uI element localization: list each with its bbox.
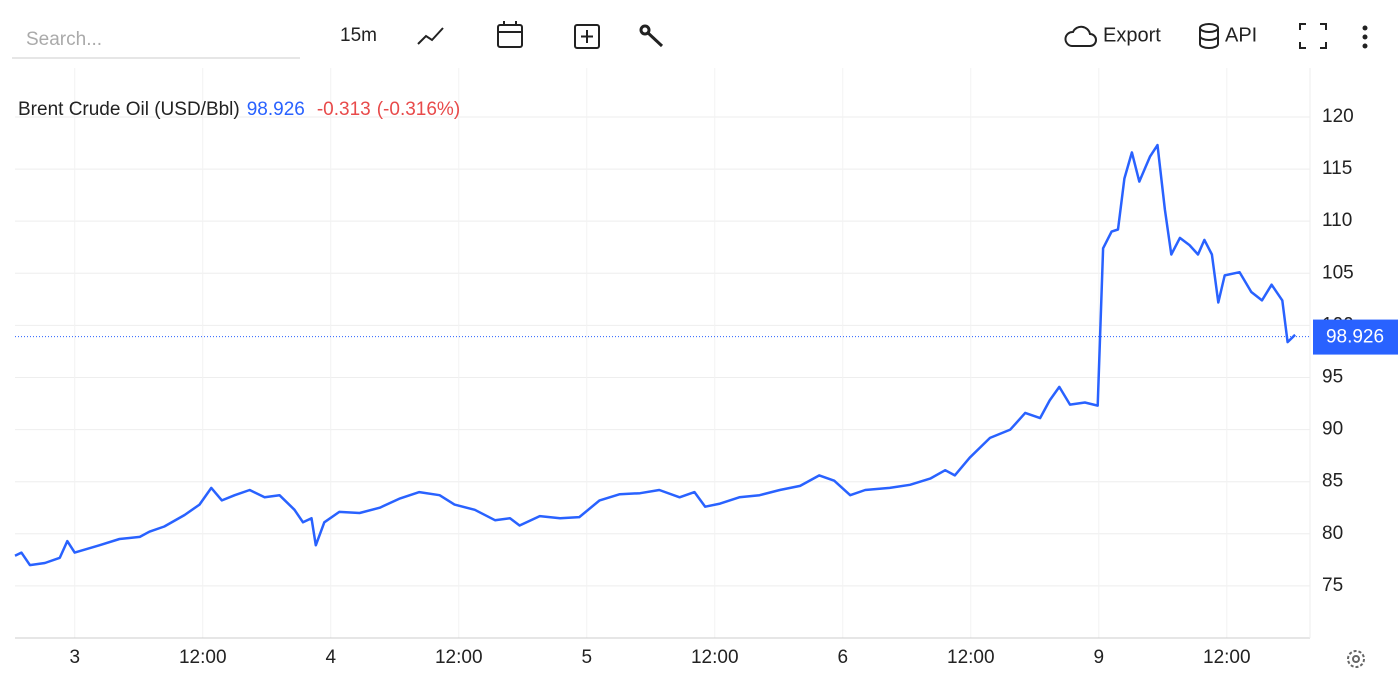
api-button[interactable]: API (1199, 23, 1257, 49)
y-tick-label: 110 (1322, 210, 1352, 231)
cloud-icon (1064, 25, 1097, 47)
menu-icon[interactable] (1362, 25, 1368, 49)
calendar-icon[interactable] (497, 21, 523, 48)
plot-area: 7580859095100105110115120312:00412:00512… (14, 68, 1398, 668)
search-placeholder: Search... (26, 29, 102, 50)
y-tick-label: 85 (1322, 471, 1343, 492)
x-tick-label: 5 (581, 647, 592, 668)
y-tick-label: 90 (1322, 419, 1343, 440)
export-button[interactable]: Export (1064, 24, 1161, 47)
price-line (14, 143, 1296, 567)
change-percent-label: (-0.316%) (377, 99, 460, 120)
x-tick-label: 4 (325, 647, 336, 668)
change-label: -0.313 (317, 99, 371, 120)
x-tick-label: 9 (1094, 647, 1105, 668)
chart-type-icon[interactable] (417, 27, 444, 45)
api-label: API (1225, 24, 1257, 46)
x-tick-label: 12:00 (179, 647, 227, 668)
fullscreen-icon[interactable] (1299, 23, 1327, 49)
settings-icon[interactable] (1347, 650, 1365, 668)
series-name: Brent Crude Oil (USD/Bbl) (18, 99, 240, 120)
interval-button[interactable]: 15m (340, 25, 377, 46)
last-value-badge-label: 98.926 (1326, 327, 1384, 348)
database-icon (1199, 23, 1219, 49)
x-tick-label: 12:00 (691, 647, 739, 668)
y-tick-label: 105 (1322, 262, 1354, 283)
last-value-label: 98.926 (247, 99, 305, 120)
x-tick-label: 12:00 (947, 647, 995, 668)
x-tick-label: 12:00 (435, 647, 483, 668)
export-label: Export (1103, 24, 1161, 46)
tools-icon[interactable] (639, 24, 664, 48)
y-tick-label: 75 (1322, 575, 1343, 596)
x-tick-label: 12:00 (1203, 647, 1251, 668)
y-tick-label: 115 (1322, 158, 1352, 179)
last-value-badge (1313, 319, 1398, 355)
y-tick-label: 95 (1322, 367, 1343, 388)
x-tick-label: 3 (69, 647, 80, 668)
search-box[interactable]: Search... (12, 29, 300, 59)
y-tick-label: 120 (1322, 106, 1354, 127)
add-icon[interactable] (574, 24, 600, 49)
y-tick-label: 80 (1322, 523, 1343, 544)
x-tick-label: 6 (837, 647, 848, 668)
